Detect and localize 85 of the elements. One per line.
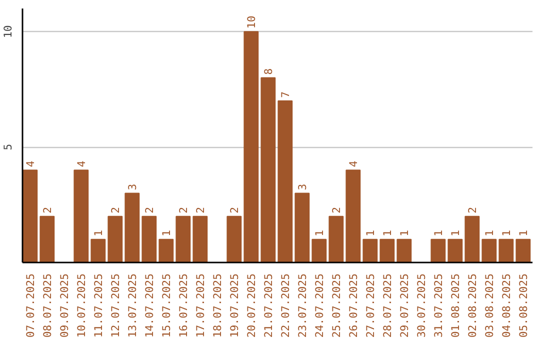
data-label: 1: [517, 230, 530, 236]
x-tick-label: 05.08.2025: [517, 274, 530, 338]
bar: [346, 170, 361, 262]
data-label: 1: [449, 230, 462, 236]
data-label: 2: [330, 206, 344, 214]
data-label: 3: [126, 184, 140, 190]
y-tick-label: 5: [2, 144, 14, 150]
data-label: 1: [500, 230, 514, 236]
x-tick-label: 28.07.2025: [381, 274, 394, 338]
bar: [108, 216, 123, 262]
data-label: 10: [245, 16, 258, 29]
x-tick-label: 30.07.2025: [415, 274, 428, 338]
data-label: 1: [381, 230, 394, 236]
data-label: 1: [313, 230, 326, 236]
data-label: 3: [296, 184, 310, 190]
bar: [124, 192, 140, 262]
bar: [176, 216, 191, 262]
x-tick-label: 04.08.2025: [500, 274, 514, 338]
x-tick-label: 29.07.2025: [398, 274, 412, 338]
bar: [362, 238, 378, 262]
x-tick-label: 25.07.2025: [330, 274, 344, 338]
data-label: 4: [24, 160, 38, 168]
data-label: 7: [279, 91, 292, 98]
x-tick-label: 21.07.2025: [262, 274, 276, 338]
bar: [278, 100, 293, 262]
data-label: 1: [364, 230, 378, 236]
x-tick-label: 31.07.2025: [432, 274, 446, 338]
bar: [482, 238, 497, 262]
x-tick-label: 27.07.2025: [364, 274, 378, 338]
x-tick-label: 11.07.2025: [92, 274, 106, 338]
x-tick-label: 12.07.2025: [109, 274, 122, 338]
data-label: 1: [160, 230, 174, 236]
data-label: 2: [194, 206, 208, 214]
bar: [498, 238, 514, 262]
data-label: 2: [177, 206, 190, 214]
bar: [516, 238, 531, 262]
bar: [90, 238, 106, 262]
x-tick-label: 07.07.2025: [24, 274, 38, 338]
bar: [244, 31, 259, 262]
x-tick-label: 08.07.2025: [41, 274, 54, 338]
data-label: 1: [398, 230, 412, 236]
x-tick-label: 03.08.2025: [483, 274, 496, 338]
bar: [448, 238, 463, 262]
data-label: 8: [262, 68, 276, 75]
bar: [380, 238, 395, 262]
data-label: 1: [432, 230, 446, 236]
data-label: 2: [466, 206, 480, 214]
x-tick-label: 16.07.2025: [177, 274, 190, 338]
bar: [158, 238, 174, 262]
x-tick-label: 24.07.2025: [313, 274, 326, 338]
bar: [40, 216, 55, 262]
x-tick-label: 10.07.2025: [75, 274, 88, 338]
data-label: 2: [109, 206, 122, 214]
x-tick-label: 23.07.2025: [296, 274, 310, 338]
bar: [396, 238, 412, 262]
x-tick-label: 20.07.2025: [245, 274, 258, 338]
bar: [328, 216, 344, 262]
data-label: 2: [228, 206, 242, 214]
x-tick-label: 01.08.2025: [449, 274, 462, 338]
data-label: 4: [75, 160, 88, 168]
data-label: 2: [143, 206, 156, 214]
bar: [142, 216, 157, 262]
data-label: 4: [347, 160, 360, 168]
x-tick-label: 18.07.2025: [211, 274, 224, 338]
bar: [22, 170, 38, 262]
bar: [260, 77, 276, 262]
data-label: 1: [92, 230, 106, 236]
x-tick-label: 15.07.2025: [160, 274, 174, 338]
bar: [464, 216, 480, 262]
x-tick-label: 26.07.2025: [347, 274, 360, 338]
x-tick-label: 09.07.2025: [58, 274, 72, 338]
bar: [226, 216, 242, 262]
data-label: 2: [41, 206, 54, 214]
bar: [312, 238, 327, 262]
x-tick-label: 19.07.2025: [228, 274, 242, 338]
bar: [294, 192, 310, 262]
bar: [74, 170, 89, 262]
x-tick-label: 14.07.2025: [143, 274, 156, 338]
x-tick-label: 13.07.2025: [126, 274, 140, 338]
x-tick-label: 02.08.2025: [466, 274, 480, 338]
bar: [430, 238, 446, 262]
data-label: 1: [483, 230, 496, 236]
x-tick-label: 22.07.2025: [279, 274, 292, 338]
x-tick-label: 17.07.2025: [194, 274, 208, 338]
bar: [192, 216, 208, 262]
